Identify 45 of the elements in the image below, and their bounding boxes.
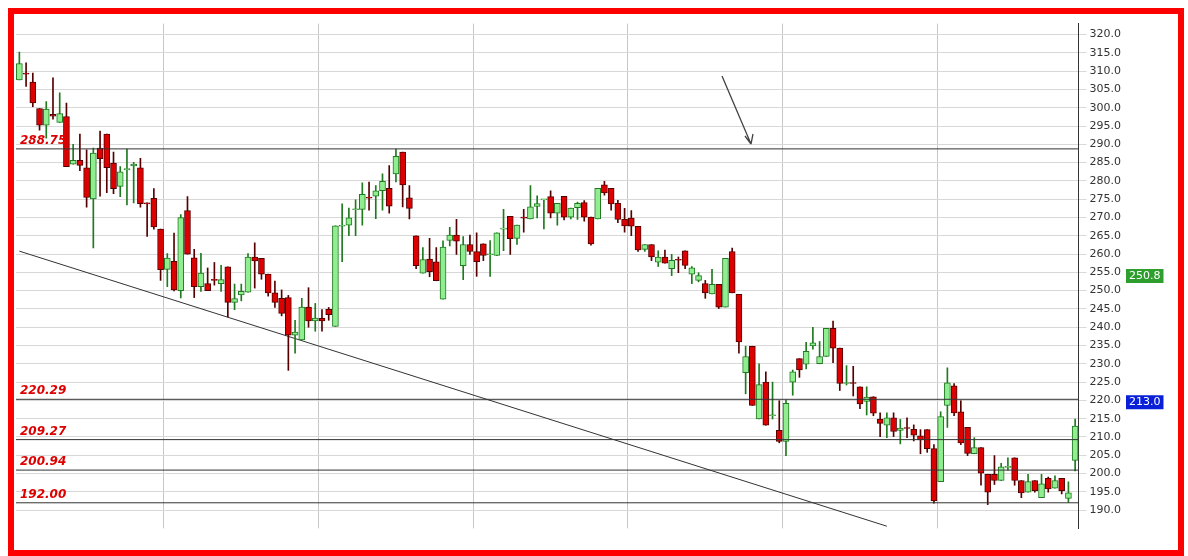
- ref-line-label: 200.94: [20, 454, 67, 469]
- text: 250.8: [1129, 268, 1161, 282]
- y-tick-label: 210.0: [1089, 429, 1122, 443]
- candlestick: [22, 62, 30, 87]
- ref-line-label: 209.27: [20, 423, 67, 438]
- candlestick: [540, 198, 548, 230]
- y-tick-label: 225.0: [1089, 374, 1122, 388]
- y-tick-label: 235.0: [1089, 338, 1122, 352]
- y-tick-label: 295.0: [1089, 118, 1122, 132]
- y-tick-label: 255.0: [1089, 265, 1122, 279]
- text: 213.0: [1129, 395, 1161, 409]
- y-tick-label: 230.0: [1089, 356, 1122, 370]
- y-tick-label: 275.0: [1089, 192, 1122, 206]
- y-tick-label: 250.0: [1089, 283, 1122, 297]
- y-tick-label: 245.0: [1089, 301, 1122, 315]
- y-tick-label: 320.0: [1089, 27, 1122, 41]
- y-tick-label: 315.0: [1089, 45, 1122, 59]
- candlestick: [533, 195, 541, 219]
- y-tick-label: 300.0: [1089, 100, 1122, 114]
- y-tick-label: 240.0: [1089, 320, 1122, 334]
- ref-line-label: 192.00: [20, 486, 67, 501]
- y-tick-label: 310.0: [1089, 64, 1122, 78]
- candlestick: [217, 265, 225, 292]
- candlestick: [49, 77, 57, 120]
- y-tick-label: 220.0: [1089, 393, 1122, 407]
- y-tick-label: 200.0: [1089, 466, 1122, 480]
- ref-line-label: 220.29: [20, 383, 67, 398]
- y-tick-label: 270.0: [1089, 210, 1122, 224]
- y-tick-label: 290.0: [1089, 137, 1122, 151]
- y-tick-label: 190.0: [1089, 502, 1122, 516]
- candlestick: [896, 419, 904, 445]
- y-tick-label: 195.0: [1089, 484, 1122, 498]
- candlestick: [520, 209, 528, 233]
- candlestick: [372, 185, 380, 219]
- candlestick: [338, 203, 346, 263]
- y-tick-label: 215.0: [1089, 411, 1122, 425]
- y-tick-label: 305.0: [1089, 82, 1122, 96]
- y-tick-label: 285.0: [1089, 155, 1122, 169]
- candlestick: [1004, 457, 1012, 471]
- candlestick: [123, 148, 131, 206]
- y-tick-label: 205.0: [1089, 448, 1122, 462]
- y-tick-label: 260.0: [1089, 246, 1122, 260]
- candlestick: [365, 181, 373, 211]
- y-tick-label: 280.0: [1089, 173, 1122, 187]
- y-tick-label: 265.0: [1089, 228, 1122, 242]
